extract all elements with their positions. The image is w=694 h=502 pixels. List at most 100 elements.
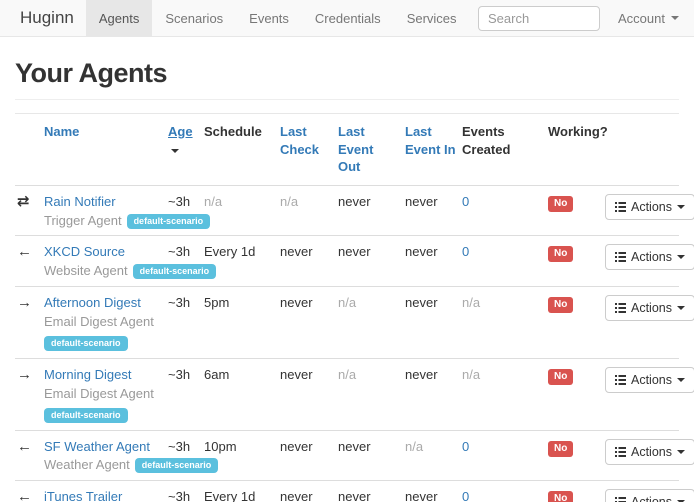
agent-name-link[interactable]: SF Weather Agent bbox=[44, 438, 150, 454]
age-cell: ~3h bbox=[166, 357, 202, 431]
table-row: ← SF Weather Agent Weather Agent default-… bbox=[15, 429, 694, 481]
caret-down-icon bbox=[671, 16, 679, 20]
icon-column-header bbox=[15, 113, 42, 186]
working-badge: No bbox=[548, 491, 574, 502]
navbar-right: Account bbox=[478, 0, 679, 36]
working-badge: No bbox=[548, 246, 574, 263]
agent-name-link[interactable]: Morning Digest bbox=[44, 366, 132, 382]
account-menu[interactable]: Account bbox=[618, 11, 679, 26]
arrow-right-icon: → bbox=[17, 365, 32, 383]
actions-cell: Actions bbox=[603, 286, 694, 359]
agent-name-link[interactable]: iTunes Trailer Source bbox=[44, 489, 123, 502]
column-header-events_created: Events Created bbox=[460, 113, 546, 186]
last-event-out-cell: n/a bbox=[336, 357, 403, 431]
scenario-badge[interactable]: default-scenario bbox=[44, 407, 128, 423]
events-created-link[interactable]: 0 bbox=[462, 244, 470, 260]
last-check-cell: never bbox=[278, 235, 336, 287]
direction-cell: ← bbox=[15, 235, 42, 287]
nav-item-credentials[interactable]: Credentials bbox=[302, 0, 394, 36]
events-created-link[interactable]: 0 bbox=[462, 193, 470, 209]
agent-type-label: Trigger Agent bbox=[44, 212, 122, 228]
last-event-in-cell: never bbox=[403, 184, 460, 236]
working-badge: No bbox=[548, 297, 574, 314]
direction-cell: ← bbox=[15, 429, 42, 481]
scenario-badge[interactable]: default-scenario bbox=[134, 458, 219, 474]
nav-item-scenarios[interactable]: Scenarios bbox=[152, 0, 236, 36]
actions-button-label: Actions bbox=[631, 372, 672, 387]
events-created-link[interactable]: 0 bbox=[462, 438, 470, 454]
last-check-cell: never bbox=[278, 286, 336, 359]
arrow-left-icon: ← bbox=[17, 488, 32, 502]
scenario-badge[interactable]: default-scenario bbox=[126, 213, 211, 229]
caret-down-icon bbox=[677, 377, 685, 382]
actions-button[interactable]: Actions bbox=[605, 295, 694, 322]
age-cell: ~3h bbox=[166, 235, 202, 287]
table-header-row: Name Age Schedule Last Check Last Event Out L… bbox=[15, 113, 679, 186]
actions-cell: Actions bbox=[603, 235, 694, 287]
column-header-last_event_in[interactable]: Last Event In bbox=[403, 113, 460, 186]
nav-link-services[interactable]: Services bbox=[406, 10, 457, 26]
search-input[interactable] bbox=[478, 5, 601, 31]
age-cell: ~3h bbox=[166, 286, 202, 359]
column-header-last_check[interactable]: Last Check bbox=[278, 113, 336, 186]
name-cell: Afternoon Digest Email Digest Agent defa… bbox=[42, 286, 166, 359]
name-cell: SF Weather Agent Weather Agent default-sc… bbox=[42, 429, 219, 481]
actions-column-header bbox=[603, 113, 679, 186]
caret-down-icon bbox=[677, 500, 685, 502]
actions-button[interactable]: Actions bbox=[605, 244, 694, 271]
agent-name-link[interactable]: Rain Notifier bbox=[44, 193, 116, 209]
name-cell: iTunes Trailer Source Website Agentdefau… bbox=[42, 480, 166, 502]
scenario-badge[interactable]: default-scenario bbox=[132, 264, 217, 280]
events-created-link: n/a bbox=[462, 366, 481, 382]
navbar: Huginn Agents Scenarios Events Credentia… bbox=[0, 0, 694, 37]
agent-name-link[interactable]: XKCD Source bbox=[44, 244, 125, 260]
working-badge: No bbox=[548, 440, 574, 457]
agent-name-link[interactable]: Afternoon Digest bbox=[44, 295, 141, 311]
nav-link-events[interactable]: Events bbox=[249, 10, 289, 26]
nav-item-events[interactable]: Events bbox=[236, 0, 302, 36]
actions-button[interactable]: Actions bbox=[605, 193, 694, 220]
working-cell: No bbox=[546, 286, 603, 359]
actions-button-label: Actions bbox=[631, 199, 672, 214]
column-header-age[interactable]: Age bbox=[166, 113, 202, 186]
working-cell: No bbox=[546, 429, 603, 481]
last-event-out-cell: never bbox=[336, 480, 403, 502]
nav-link-agents[interactable]: Agents bbox=[85, 0, 153, 36]
list-icon bbox=[615, 446, 626, 457]
nav-item-services[interactable]: Services bbox=[394, 0, 470, 36]
actions-button[interactable]: Actions bbox=[605, 489, 694, 502]
name-cell: XKCD Source Website Agent default-scenari… bbox=[42, 235, 217, 287]
agent-type-label: Weather Agent bbox=[44, 457, 130, 473]
age-cell: ~3h bbox=[166, 480, 202, 502]
list-icon bbox=[615, 252, 626, 263]
events-created-link[interactable]: 0 bbox=[462, 489, 470, 502]
column-header-last_event_out[interactable]: Last Event Out bbox=[336, 113, 403, 186]
brand-link[interactable]: Huginn bbox=[20, 8, 74, 27]
schedule-cell: 6am bbox=[202, 357, 278, 431]
agent-subline: Trigger Agent default-scenario bbox=[44, 212, 211, 230]
actions-button[interactable]: Actions bbox=[605, 438, 694, 465]
schedule-cell: 10pm bbox=[202, 429, 278, 481]
nav-item-agents[interactable]: Agents bbox=[85, 0, 153, 36]
actions-cell: Actions bbox=[603, 429, 694, 481]
name-cell: Morning Digest Email Digest Agent defaul… bbox=[42, 357, 166, 431]
exchange-icon: ⇄ bbox=[17, 192, 30, 210]
column-header-name[interactable]: Name bbox=[42, 113, 166, 186]
working-badge: No bbox=[548, 195, 574, 212]
last-check-cell: never bbox=[278, 429, 336, 481]
last-event-out-cell: never bbox=[336, 429, 403, 481]
events-created-cell: 0 bbox=[460, 184, 546, 236]
actions-cell: Actions bbox=[603, 357, 694, 431]
scenario-badge[interactable]: default-scenario bbox=[44, 335, 128, 351]
nav-link-scenarios[interactable]: Scenarios bbox=[165, 10, 224, 26]
list-icon bbox=[615, 303, 626, 314]
nav-link-credentials[interactable]: Credentials bbox=[314, 10, 381, 26]
list-icon bbox=[615, 201, 626, 212]
actions-button[interactable]: Actions bbox=[605, 366, 694, 393]
column-header-working: Working? bbox=[546, 113, 608, 186]
arrow-left-icon: ← bbox=[17, 243, 32, 261]
actions-button-label: Actions bbox=[631, 301, 672, 316]
last-event-out-cell: n/a bbox=[336, 286, 403, 359]
working-cell: No bbox=[546, 235, 603, 287]
list-icon bbox=[615, 374, 626, 385]
